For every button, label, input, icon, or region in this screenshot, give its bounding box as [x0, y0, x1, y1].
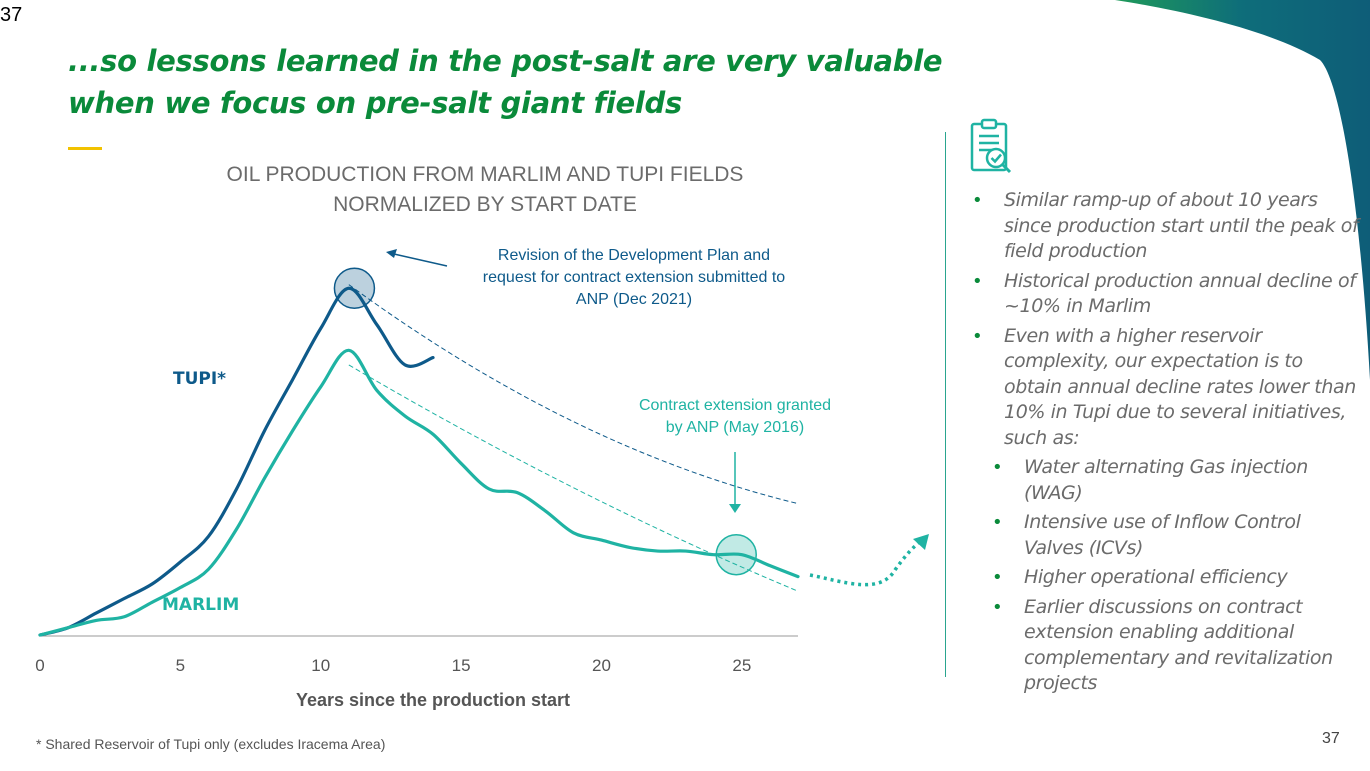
x-tick-label: 5: [176, 656, 185, 675]
corner-page-number: 37: [0, 4, 23, 26]
production-chart: 0 5 10 15 20 25 Years since the production sta…: [35, 247, 929, 710]
annotation-marlim: Contract extension granted by ANP (May 20…: [639, 397, 831, 436]
annotation-arrowhead-tupi: [386, 249, 397, 258]
footnote: * Shared Reservoir of Tupi only (exclude…: [36, 736, 386, 752]
checklist-clipboard-icon: [970, 118, 1012, 174]
sub-bullet-item: Higher operational efficiency: [992, 565, 1362, 591]
x-tick-label: 20: [592, 656, 611, 675]
x-tick-label: 25: [732, 656, 751, 675]
annotation-arrowhead-marlim: [729, 504, 741, 513]
highlight-marker-marlim: [715, 533, 757, 576]
x-tick-label: 15: [452, 656, 471, 675]
sub-bullet-item: Intensive use of Inflow Control Valves (…: [992, 510, 1362, 561]
chart-title-line-1: OIL PRODUCTION FROM MARLIM AND TUPI FIEL…: [226, 163, 744, 186]
x-tick-label: 0: [35, 656, 44, 675]
trend-line: [348, 284, 799, 505]
chart-title-line-2: NORMALIZED BY START DATE: [333, 193, 637, 216]
projection-dotted-arrow: [809, 538, 924, 587]
corner-swoosh-band: [1115, 0, 1370, 380]
x-axis-title: Years since the production start: [296, 690, 570, 710]
chart-title: OIL PRODUCTION FROM MARLIM AND TUPI FIEL…: [200, 160, 770, 220]
bullet-item: Even with a higher reservoir complexity,…: [972, 324, 1362, 452]
bullet-item: Historical production annual decline of …: [972, 269, 1362, 320]
highlight-marker-tupi: [333, 267, 376, 309]
x-tick-label: 10: [311, 656, 330, 675]
projection-arrowhead: [913, 534, 929, 550]
annotation-tupi: Revision of the Development Plan and requ…: [483, 247, 785, 308]
vertical-divider: [945, 132, 946, 677]
page-number: 37: [1322, 730, 1340, 747]
bullet-item: Similar ramp-up of about 10 years since …: [972, 188, 1362, 265]
insights-list: Similar ramp-up of about 10 years since …: [972, 188, 1362, 701]
sub-bullet-item: Earlier discussions on contract extensio…: [992, 595, 1362, 697]
series-line-marlim: [38, 348, 800, 637]
annotation-arrow-tupi: [393, 253, 448, 267]
title-accent-bar: [68, 147, 102, 150]
series-label-marlim: MARLIM: [162, 595, 239, 615]
series-line-tupi: [38, 286, 435, 637]
trend-line: [348, 364, 799, 592]
series-label-tupi: TUPI*: [173, 369, 226, 389]
sub-bullet-item: Water alternating Gas injection (WAG): [992, 455, 1362, 506]
slide-title: ...so lessons learned in the post-salt a…: [68, 44, 943, 120]
